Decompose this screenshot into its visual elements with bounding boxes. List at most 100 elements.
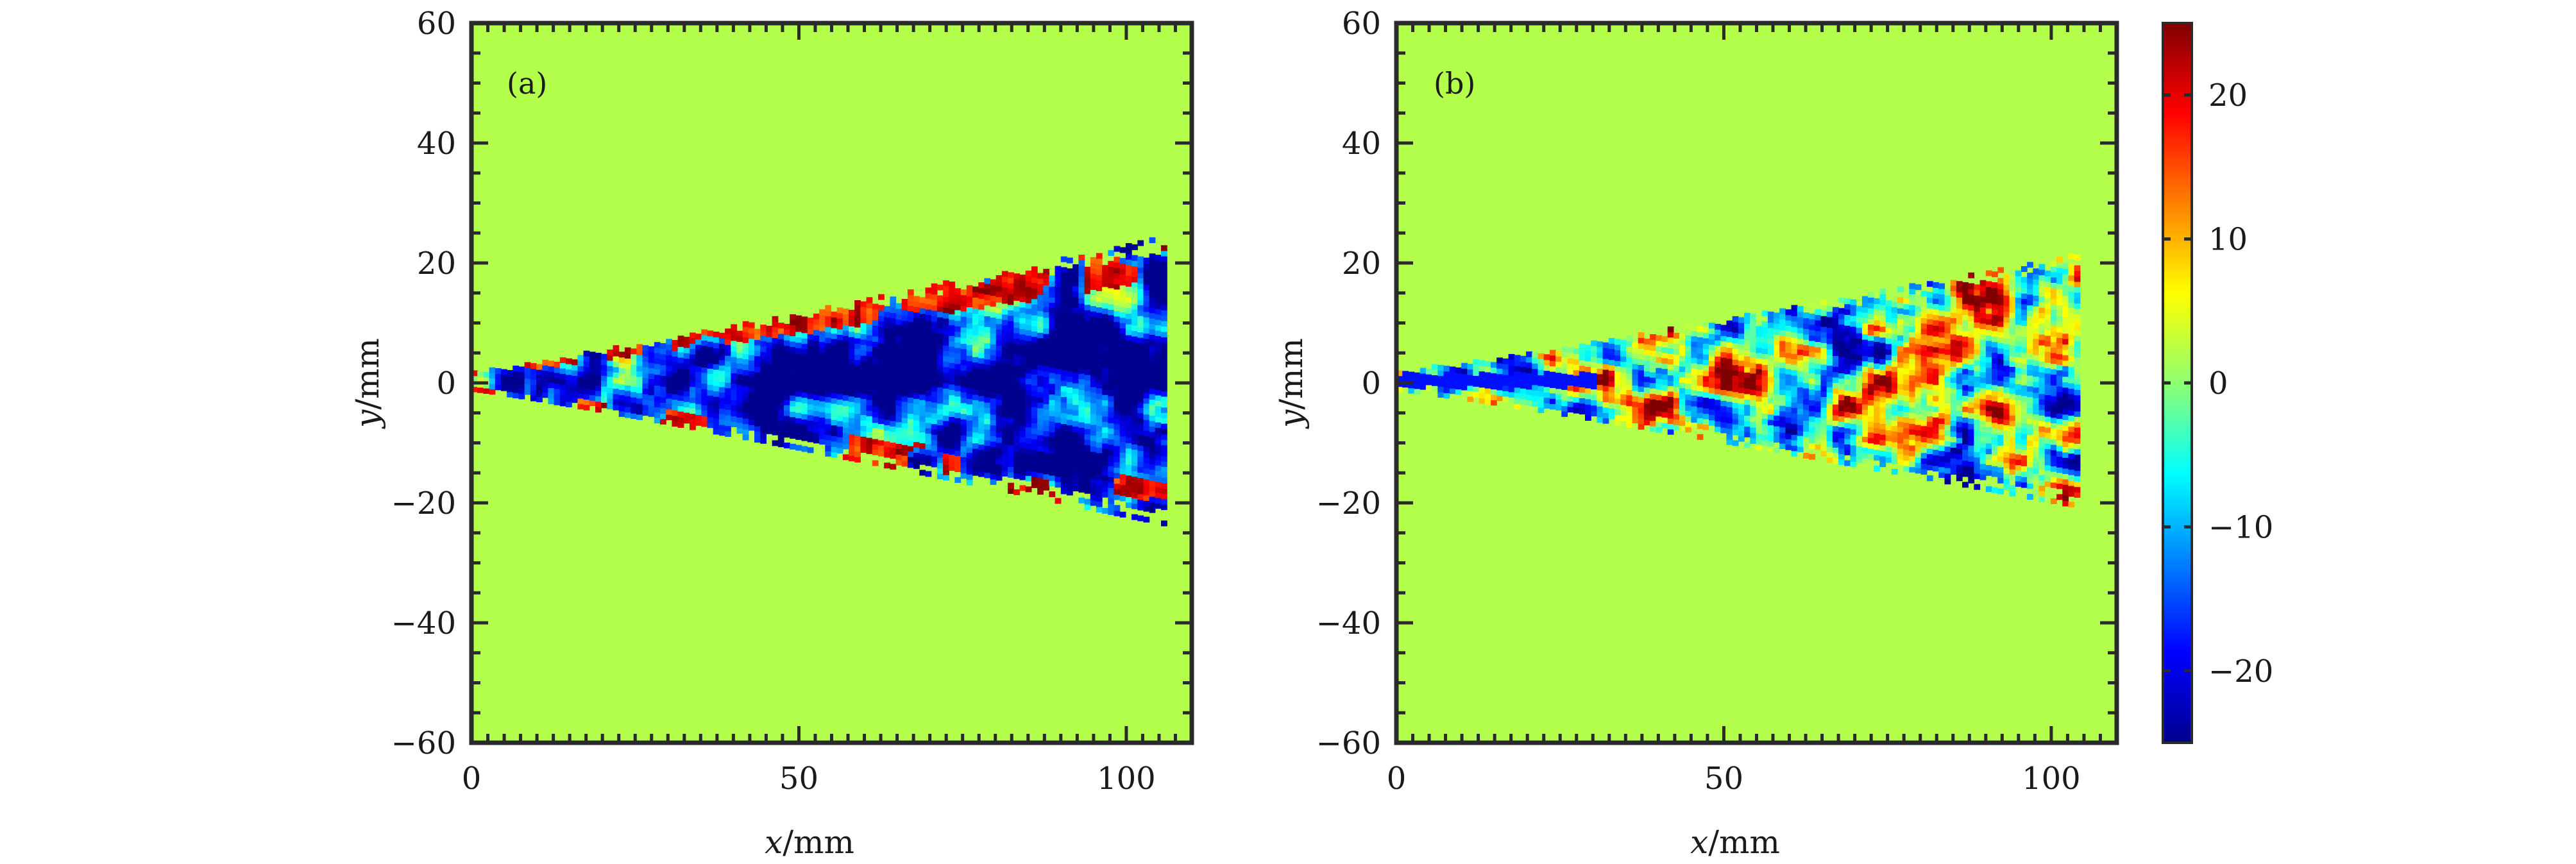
- heatmap-cell: [1538, 380, 1545, 386]
- heatmap-cell: [507, 375, 513, 382]
- heatmap-cell: [866, 346, 873, 352]
- heatmap-cell: [1437, 386, 1445, 393]
- heatmap-cell: [1161, 482, 1167, 489]
- heatmap-cell: [978, 330, 985, 337]
- heatmap-cell: [1090, 300, 1097, 307]
- heatmap-cell: [1532, 384, 1539, 391]
- heatmap-cell: [1496, 362, 1503, 369]
- heatmap-cell: [1838, 384, 1845, 390]
- heatmap-cell: [795, 321, 802, 327]
- heatmap-cell: [890, 388, 897, 394]
- heatmap-cell: [1067, 311, 1073, 318]
- heatmap-cell: [1815, 347, 1822, 353]
- heatmap-cell: [1832, 318, 1839, 324]
- heatmap-cell: [725, 377, 731, 383]
- heatmap-cell: [1043, 301, 1050, 307]
- heatmap-cell: [1903, 428, 1910, 434]
- heatmap-cell: [790, 325, 796, 331]
- heatmap-cell: [1774, 355, 1780, 362]
- heatmap-cell: [766, 342, 773, 348]
- heatmap-cell: [1114, 267, 1121, 274]
- heatmap-cell: [1720, 394, 1727, 401]
- heatmap-cell: [1756, 401, 1763, 407]
- heatmap-cell: [1037, 353, 1044, 360]
- heatmap-cell: [1744, 388, 1750, 394]
- heatmap-cell: [595, 385, 602, 391]
- heatmap-cell: [1897, 357, 1904, 362]
- heatmap-cell: [1602, 348, 1609, 354]
- heatmap-cell: [913, 312, 920, 318]
- heatmap-cell: [1084, 385, 1091, 391]
- heatmap-cell: [943, 426, 949, 432]
- heatmap-cell: [872, 368, 879, 375]
- heatmap-cell: [1891, 420, 1898, 427]
- heatmap-cell: [1008, 412, 1014, 419]
- heatmap-cell: [1861, 312, 1868, 318]
- heatmap-cell: [1119, 382, 1126, 388]
- heatmap-cell: [666, 339, 672, 345]
- heatmap-cell: [1125, 253, 1132, 260]
- heatmap-cell: [807, 431, 814, 437]
- heatmap-cell: [854, 440, 861, 446]
- heatmap-cell: [1826, 441, 1833, 447]
- heatmap-cell: [1125, 475, 1132, 481]
- heatmap-cell: [1761, 364, 1768, 371]
- heatmap-cell: [1084, 407, 1091, 413]
- heatmap-cell: [825, 369, 832, 376]
- heatmap-cell: [1137, 418, 1144, 425]
- heatmap-cell: [1037, 310, 1044, 317]
- heatmap-cell: [1850, 353, 1857, 359]
- heatmap-cell: [1785, 401, 1792, 407]
- heatmap-cell: [1025, 319, 1032, 325]
- heatmap-cell: [1125, 270, 1132, 276]
- heatmap-cell: [1920, 296, 1928, 302]
- heatmap-cell: [1933, 303, 1939, 310]
- heatmap-cell: [1425, 368, 1432, 375]
- heatmap-cell: [819, 422, 826, 428]
- heatmap-cell: [1838, 378, 1845, 384]
- heatmap-cell: [1750, 432, 1757, 439]
- heatmap-cell: [1761, 348, 1768, 355]
- heatmap-cell: [1013, 327, 1021, 334]
- heatmap-cell: [1826, 414, 1833, 420]
- heatmap-cell: [1938, 434, 1945, 441]
- heatmap-cell: [1078, 400, 1085, 407]
- heatmap-cell: [524, 373, 531, 379]
- heatmap-cell: [1861, 398, 1868, 405]
- heatmap-cell: [1926, 351, 1933, 357]
- heatmap-cell: [819, 336, 826, 343]
- heatmap-cell: [1879, 455, 1886, 462]
- heatmap-cell: [1561, 368, 1568, 374]
- heatmap-cell: [849, 385, 855, 391]
- heatmap-cell: [1013, 414, 1021, 420]
- heatmap-cell: [990, 446, 997, 453]
- heatmap-cell: [890, 464, 897, 470]
- heatmap-cell: [1874, 428, 1880, 434]
- heatmap-cell: [1879, 407, 1886, 414]
- heatmap-cell: [513, 387, 520, 393]
- heatmap-cell: [784, 405, 790, 411]
- heatmap-cell: [866, 367, 873, 373]
- heatmap-cell: [536, 396, 543, 403]
- heatmap-cell: [1090, 489, 1097, 495]
- heatmap-cell: [1143, 366, 1150, 371]
- heatmap-cell: [872, 422, 879, 428]
- heatmap-cell: [672, 399, 679, 405]
- heatmap-cell: [660, 386, 666, 393]
- heatmap-cell: [772, 418, 779, 425]
- heatmap-cell: [754, 420, 761, 427]
- heatmap-cell: [1638, 407, 1645, 414]
- heatmap-cell: [1096, 463, 1103, 470]
- heatmap-cell: [1938, 321, 1945, 327]
- heatmap-cell: [500, 369, 507, 375]
- heatmap-cell: [1632, 390, 1639, 396]
- heatmap-cell: [1419, 378, 1427, 385]
- heatmap-cell: [1774, 328, 1780, 335]
- heatmap-cell: [1155, 309, 1162, 315]
- heatmap-cell: [972, 432, 979, 438]
- heatmap-cell: [1119, 452, 1126, 459]
- heatmap-cell: [1037, 402, 1044, 409]
- heatmap-cell: [1715, 399, 1721, 405]
- heatmap-cell: [1909, 288, 1916, 294]
- heatmap-cell: [1920, 387, 1928, 394]
